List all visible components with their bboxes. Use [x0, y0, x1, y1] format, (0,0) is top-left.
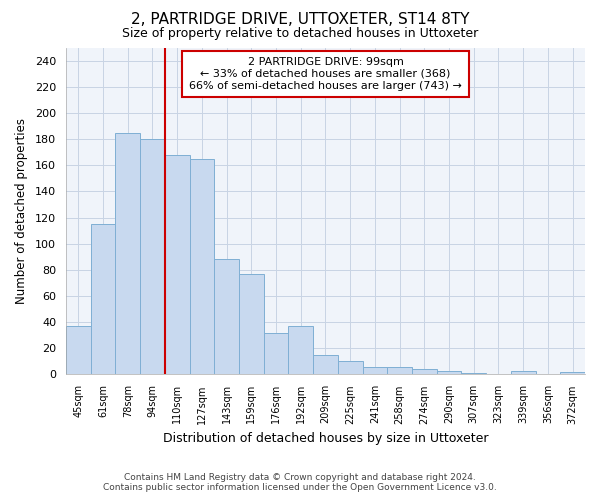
Text: Size of property relative to detached houses in Uttoxeter: Size of property relative to detached ho…	[122, 28, 478, 40]
Bar	[437, 370, 461, 374]
Bar	[239, 274, 263, 374]
Text: 2, PARTRIDGE DRIVE, UTTOXETER, ST14 8TY: 2, PARTRIDGE DRIVE, UTTOXETER, ST14 8TY	[131, 12, 469, 28]
Text: 2 PARTRIDGE DRIVE: 99sqm
← 33% of detached houses are smaller (368)
66% of semi-: 2 PARTRIDGE DRIVE: 99sqm ← 33% of detach…	[189, 58, 462, 90]
Bar	[165, 154, 190, 374]
Text: Contains HM Land Registry data © Crown copyright and database right 2024.
Contai: Contains HM Land Registry data © Crown c…	[103, 473, 497, 492]
Bar	[66, 326, 91, 374]
Bar	[511, 370, 536, 374]
X-axis label: Distribution of detached houses by size in Uttoxeter: Distribution of detached houses by size …	[163, 432, 488, 445]
Bar	[190, 158, 214, 374]
Bar	[313, 355, 338, 374]
Bar	[387, 366, 412, 374]
Bar	[115, 132, 140, 374]
Bar	[140, 139, 165, 374]
Bar	[560, 372, 585, 374]
Y-axis label: Number of detached properties: Number of detached properties	[15, 118, 28, 304]
Bar	[362, 366, 387, 374]
Bar	[338, 362, 362, 374]
Bar	[461, 373, 486, 374]
Bar	[91, 224, 115, 374]
Bar	[214, 260, 239, 374]
Bar	[263, 332, 289, 374]
Bar	[289, 326, 313, 374]
Bar	[412, 369, 437, 374]
